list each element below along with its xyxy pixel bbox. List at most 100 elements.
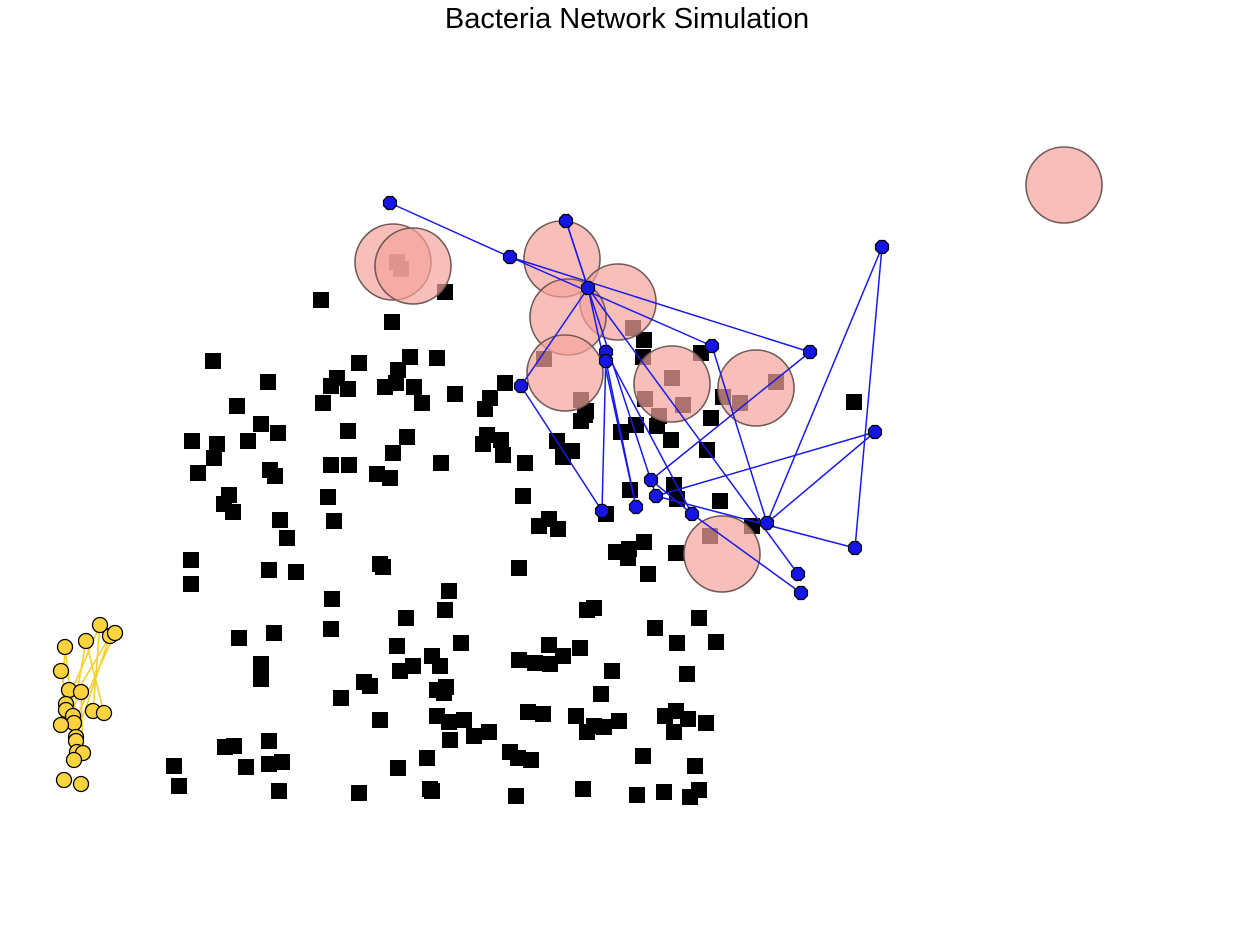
square-marker [384, 314, 400, 330]
square-marker [183, 576, 199, 592]
square-marker [206, 450, 222, 466]
square-marker [229, 398, 245, 414]
square-marker [691, 610, 707, 626]
square-marker [640, 566, 656, 582]
blue-node [580, 280, 596, 296]
square-marker [375, 559, 391, 575]
square-marker [372, 712, 388, 728]
yellow-node [72, 775, 90, 793]
square-marker [647, 620, 663, 636]
blue-edge [766, 246, 883, 524]
square-marker [240, 433, 256, 449]
square-marker [542, 656, 558, 672]
square-marker [520, 704, 536, 720]
square-marker [511, 652, 527, 668]
square-marker [712, 493, 728, 509]
square-marker [183, 552, 199, 568]
blue-node [643, 472, 659, 488]
square-marker [399, 429, 415, 445]
square-marker [429, 350, 445, 366]
square-marker [564, 443, 580, 459]
square-marker [622, 482, 638, 498]
blue-edge [520, 287, 589, 387]
square-marker [511, 560, 527, 576]
blue-node [759, 515, 775, 531]
square-marker [225, 504, 241, 520]
square-marker [270, 425, 286, 441]
square-marker [515, 488, 531, 504]
blue-edge [655, 431, 876, 497]
square-marker [369, 466, 385, 482]
square-marker [466, 728, 482, 744]
square-marker [392, 663, 408, 679]
blue-edge [509, 256, 713, 347]
yellow-nodes-layer [52, 616, 124, 793]
blue-nodes-layer [382, 195, 890, 601]
square-marker [663, 432, 679, 448]
yellow-node [77, 632, 95, 650]
circle-marker [526, 334, 604, 412]
square-marker [517, 455, 533, 471]
square-marker [390, 760, 406, 776]
square-marker [604, 663, 620, 679]
square-marker [433, 455, 449, 471]
blue-node [502, 249, 518, 265]
circle-marker [1025, 146, 1103, 224]
blue-node [867, 424, 883, 440]
yellow-edge [75, 635, 111, 738]
square-marker [679, 666, 695, 682]
blue-node [594, 503, 610, 519]
square-marker [190, 465, 206, 481]
blue-edge [605, 351, 693, 515]
square-marker [586, 600, 602, 616]
square-marker [209, 436, 225, 452]
circles-layer [354, 146, 1103, 593]
blue-node [790, 566, 806, 582]
blue-edge [655, 495, 856, 549]
square-marker [656, 784, 672, 800]
square-marker [326, 513, 342, 529]
square-marker [475, 436, 491, 452]
circle-marker [374, 227, 452, 305]
square-marker [669, 635, 685, 651]
square-marker [596, 719, 612, 735]
square-marker [442, 732, 458, 748]
square-marker [398, 610, 414, 626]
square-marker [669, 491, 685, 507]
yellow-node [56, 638, 74, 656]
square-marker [238, 759, 254, 775]
square-marker [527, 655, 543, 671]
square-marker [508, 788, 524, 804]
square-marker [495, 447, 511, 463]
square-marker [572, 640, 588, 656]
blue-edge [601, 351, 607, 512]
square-marker [217, 739, 233, 755]
square-marker [260, 374, 276, 390]
chart-title: Bacteria Network Simulation [444, 3, 810, 35]
square-marker [351, 785, 367, 801]
square-marker [266, 625, 282, 641]
square-marker [456, 712, 472, 728]
square-marker [261, 733, 277, 749]
blue-node [874, 239, 890, 255]
blue-node [648, 488, 664, 504]
square-marker [315, 395, 331, 411]
square-marker [362, 678, 378, 694]
blue-node [598, 353, 614, 369]
squares-layer [166, 254, 862, 805]
square-marker [573, 413, 589, 429]
blue-node [793, 585, 809, 601]
square-marker [550, 521, 566, 537]
blue-edge [605, 360, 637, 508]
square-marker [313, 292, 329, 308]
square-marker [497, 375, 513, 391]
square-marker [481, 724, 497, 740]
square-marker [166, 758, 182, 774]
yellow-node [55, 771, 73, 789]
square-marker [272, 512, 288, 528]
square-marker [279, 530, 295, 546]
square-marker [682, 789, 698, 805]
square-marker [205, 353, 221, 369]
square-marker [493, 432, 509, 448]
